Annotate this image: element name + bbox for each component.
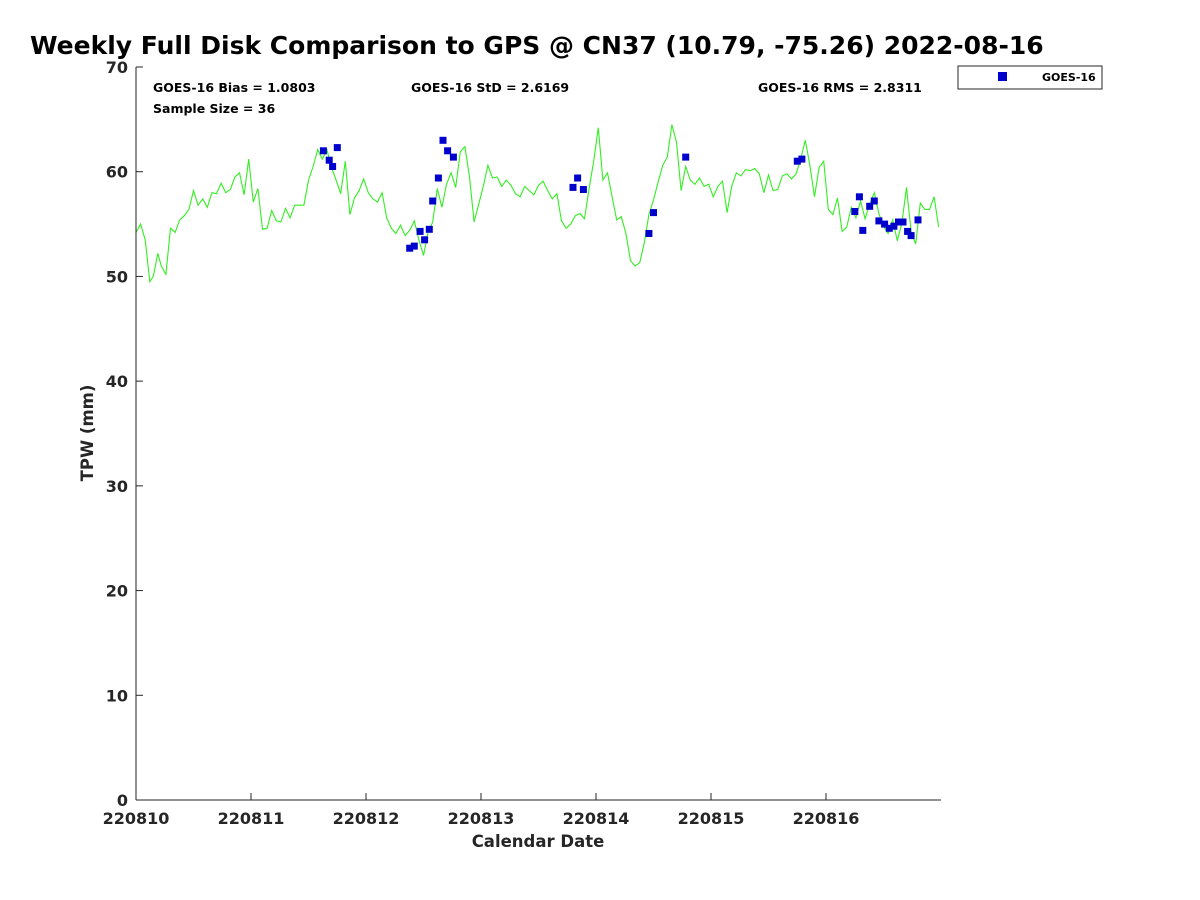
goes16-point: [890, 222, 898, 230]
goes16-point: [907, 232, 915, 240]
goes16-point: [682, 153, 690, 161]
x-tick-label: 220813: [448, 809, 515, 828]
x-tick-label: 220810: [103, 809, 170, 828]
goes16-point: [904, 227, 912, 235]
goes16-point: [645, 230, 653, 237]
legend-marker-goes16: [998, 72, 1007, 81]
stat-sample-size: Sample Size = 36: [153, 101, 275, 116]
goes16-point: [851, 208, 859, 215]
stat-rms: GOES-16 RMS = 2.8311: [758, 80, 922, 95]
y-tick-label: 50: [106, 267, 128, 286]
stat-std: GOES-16 StD = 2.6169: [411, 80, 569, 95]
goes16-point: [421, 236, 429, 244]
y-tick-label: 70: [106, 58, 128, 77]
goes16-point: [798, 155, 806, 163]
goes16-point: [855, 193, 863, 201]
goes16-point: [899, 218, 907, 226]
legend-box: [957, 65, 1103, 90]
legend: GOES-16: [957, 65, 1103, 90]
goes16-point: [406, 244, 414, 252]
x-tick-label: 220811: [218, 809, 285, 828]
y-axis-label: TPW (mm): [78, 385, 97, 482]
goes16-point: [333, 144, 341, 152]
legend-label-goes16: GOES-16: [1042, 71, 1096, 84]
goes16-point: [410, 242, 418, 250]
goes16-point: [866, 202, 874, 210]
x-axis-ticks: 220810 220811 220812 220813 220814 220815 2208…: [103, 793, 860, 828]
goes16-point: [881, 220, 889, 228]
x-tick-label: 220816: [793, 809, 860, 828]
goes16-point: [434, 174, 442, 182]
goes16-point: [885, 224, 893, 232]
y-tick-label: 60: [106, 163, 128, 182]
x-axis-label: Calendar Date: [472, 832, 605, 851]
goes16-point: [449, 153, 457, 161]
goes16-point: [319, 147, 327, 155]
goes16-point: [574, 174, 582, 182]
goes16-point: [429, 197, 437, 205]
goes16-point: [914, 216, 922, 224]
gps-line: [135, 124, 940, 284]
y-tick-label: 10: [106, 686, 128, 705]
y-tick-label: 40: [106, 372, 128, 391]
goes16-point: [425, 225, 433, 233]
y-axis-ticks: 0 10 20 30 40 50 60 70: [106, 58, 143, 810]
x-tick-label: 220812: [333, 809, 400, 828]
goes16-point: [650, 209, 657, 217]
x-tick-label: 220815: [678, 809, 745, 828]
goes16-point: [325, 156, 333, 164]
goes16-point: [569, 183, 577, 191]
goes16-point: [870, 197, 878, 205]
goes16-series: [319, 136, 922, 252]
goes16-point: [859, 226, 867, 234]
y-tick-label: 30: [106, 477, 128, 496]
goes16-point: [895, 218, 902, 226]
chart-title: Weekly Full Disk Comparison to GPS @ CN3…: [30, 31, 1044, 60]
goes16-point: [416, 227, 424, 235]
gps-series: [135, 124, 940, 284]
y-tick-label: 20: [106, 582, 128, 601]
goes16-point: [793, 157, 801, 165]
goes16-point: [444, 147, 452, 155]
goes16-point: [329, 163, 337, 170]
goes16-point: [875, 217, 883, 225]
x-tick-label: 220814: [563, 809, 630, 828]
goes16-point: [439, 136, 447, 144]
stat-bias: GOES-16 Bias = 1.0803: [153, 80, 315, 95]
goes16-point: [579, 186, 587, 193]
plot-area: [136, 67, 941, 800]
y-tick-label: 0: [117, 791, 128, 810]
